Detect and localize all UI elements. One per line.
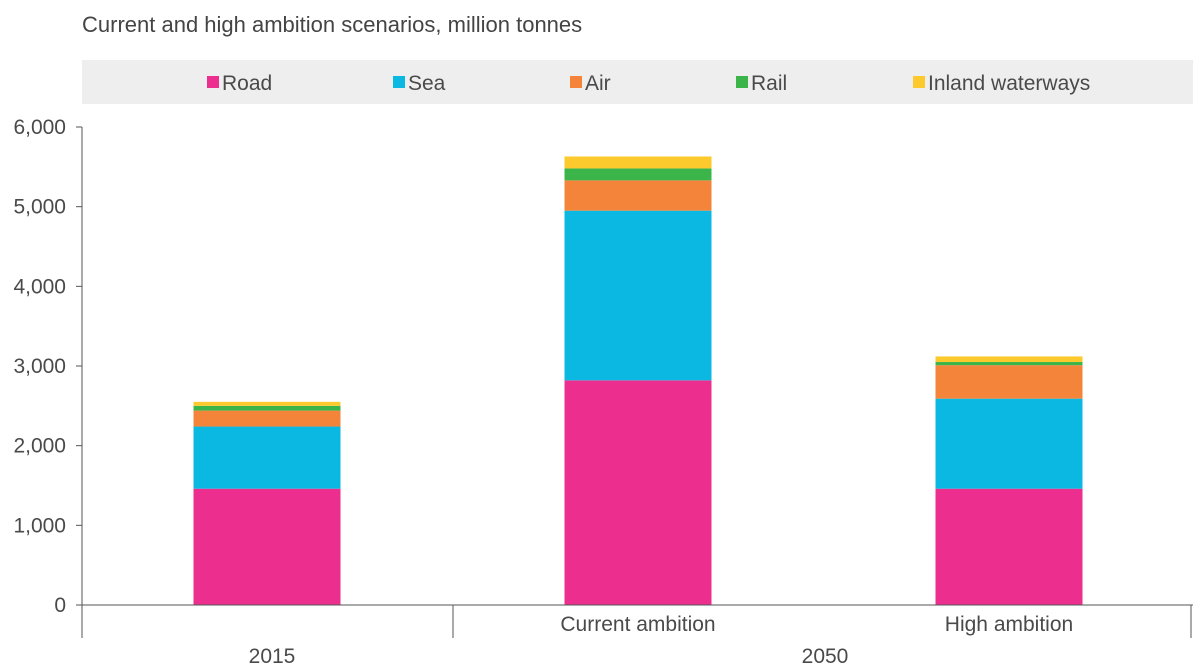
y-tick-label-4: 4,000 [13, 275, 66, 298]
legend-swatch-3 [736, 76, 748, 88]
bar-2-sea [936, 399, 1083, 489]
x-group-label-0: 2015 [249, 645, 296, 667]
bar-1-sea [565, 211, 712, 381]
y-tick-label-6: 6,000 [13, 116, 66, 139]
bar-2-rail [936, 362, 1083, 365]
bar-0-inland-waterways [194, 402, 341, 406]
x-category-label-1: Current ambition [560, 613, 715, 636]
bar-0-road [194, 489, 341, 605]
legend-swatch-2 [570, 76, 582, 88]
legend-label-4: Inland waterways [928, 72, 1090, 95]
bar-2-road [936, 489, 1083, 605]
x-group-label-1: 2050 [802, 645, 849, 667]
x-axis: Current ambition High ambition 2015 2050 [82, 605, 1193, 667]
bar-2-inland-waterways [936, 356, 1083, 362]
bars [194, 156, 1083, 605]
legend-label-0: Road [222, 72, 272, 95]
legend-label-1: Sea [408, 72, 446, 95]
legend-label-3: Rail [751, 72, 787, 95]
bar-0-air [194, 411, 341, 427]
y-tick-label-0: 0 [54, 594, 66, 617]
bar-1-road [565, 380, 712, 605]
legend-swatch-0 [207, 76, 219, 88]
bar-1-air [565, 180, 712, 210]
legend-label-2: Air [585, 72, 611, 95]
y-tick-label-2: 2,000 [13, 435, 66, 458]
y-tick-label-1: 1,000 [13, 514, 66, 537]
x-category-label-2: High ambition [945, 613, 1073, 636]
bar-0-rail [194, 406, 341, 411]
y-axis: 0 1,000 2,000 3,000 4,000 5,000 6,000 [13, 116, 82, 617]
legend-swatch-4 [913, 76, 925, 88]
bar-2-air [936, 365, 1083, 398]
y-tick-label-3: 3,000 [13, 355, 66, 378]
bar-1-inland-waterways [565, 156, 712, 168]
y-tick-label-5: 5,000 [13, 196, 66, 219]
bar-0-sea [194, 427, 341, 489]
bar-1-rail [565, 168, 712, 180]
legend-swatch-1 [393, 76, 405, 88]
